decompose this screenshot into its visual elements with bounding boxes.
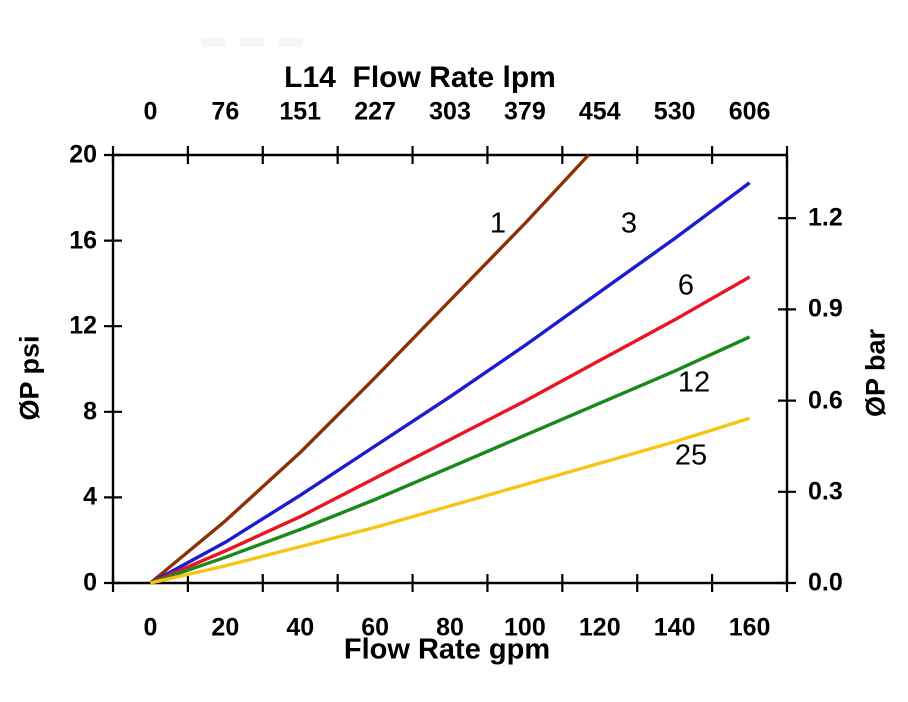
bottom-axis-title: Flow Rate gpm — [343, 633, 551, 666]
right-axis-tick-label: 0.0 — [808, 568, 843, 597]
bottom-axis-tick-label: 160 — [728, 613, 771, 642]
bottom-axis-tick-label: 20 — [211, 613, 240, 642]
bottom-axis-tick-label: 140 — [653, 613, 696, 642]
top-axis-tick-label: 454 — [578, 97, 621, 126]
bottom-axis-tick-label: 120 — [578, 613, 621, 642]
top-axis-tick-label: 303 — [429, 97, 471, 126]
series-line-1 — [149, 153, 590, 585]
left-axis-tick-label: 12 — [69, 311, 97, 340]
top-axis-tick-label: 227 — [354, 97, 396, 126]
series-label-3: 3 — [620, 207, 638, 240]
right-axis-tick-label: 1.2 — [808, 203, 843, 232]
left-axis-title: ØP psi — [14, 335, 45, 421]
left-axis-tick-label: 20 — [69, 140, 97, 169]
bottom-axis-tick-label: 80 — [436, 613, 464, 642]
left-axis-tick-label: 4 — [83, 482, 97, 511]
series-label-25: 25 — [674, 439, 708, 472]
left-axis-tick-label: 16 — [69, 226, 97, 255]
series-line-12 — [149, 335, 751, 585]
bottom-axis-tick-label: 40 — [286, 613, 315, 642]
bottom-axis-tick-label: 0 — [143, 613, 158, 642]
series-line-25 — [150, 416, 751, 585]
series-label-6: 6 — [677, 269, 695, 302]
right-axis-title: ØP bar — [860, 328, 891, 418]
left-axis-tick-label: 0 — [83, 568, 97, 597]
top-axis-tick-label: 379 — [504, 97, 546, 126]
series-label-1: 1 — [489, 207, 507, 240]
right-axis-tick-label: 0.6 — [808, 386, 843, 415]
series-line-6 — [149, 275, 751, 585]
top-axis-tick-label: 606 — [728, 97, 771, 126]
right-axis-tick-label: 0.3 — [808, 477, 843, 506]
series-line-3 — [149, 181, 751, 585]
top-axis-tick-label: 0 — [143, 97, 158, 126]
right-axis-tick-label: 0.9 — [808, 294, 843, 323]
top-axis-tick-label: 530 — [653, 97, 696, 126]
bottom-axis-tick-label: 60 — [361, 613, 390, 642]
faint-artifact — [202, 38, 307, 47]
top-axis-tick-label: 151 — [279, 97, 322, 126]
top-axis-tick-label: 76 — [211, 97, 240, 126]
series-label-12: 12 — [677, 366, 711, 399]
chart-title: L14 Flow Rate lpm — [284, 61, 556, 94]
left-axis-tick-label: 8 — [83, 397, 97, 426]
bottom-axis-tick-label: 100 — [504, 613, 546, 642]
